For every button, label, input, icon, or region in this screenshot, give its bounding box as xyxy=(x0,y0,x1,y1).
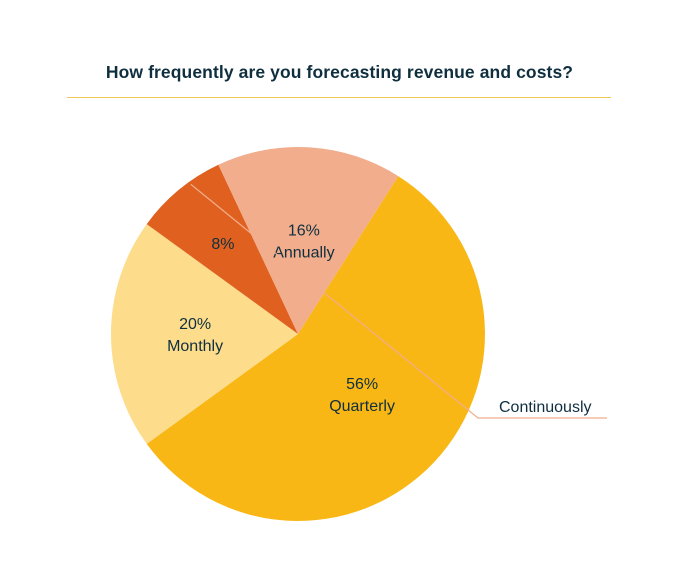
pie-label-continuously: 8% xyxy=(211,236,234,253)
pie-category-monthly: Monthly xyxy=(167,338,223,355)
title-divider xyxy=(67,97,611,98)
pie-label-annually: 16% Annually xyxy=(273,223,334,262)
callout-label-continuously: Continuously xyxy=(499,399,592,416)
chart-title: How frequently are you forecasting reven… xyxy=(105,62,574,82)
pie-slices xyxy=(110,147,485,521)
pie-slice-continuously xyxy=(146,164,298,334)
pie-value-annually: 16% xyxy=(288,223,320,240)
pie-value-continuously: 8% xyxy=(211,236,234,253)
pie-label-monthly: 20% Monthly xyxy=(167,316,223,355)
pie-label-quarterly: 56% Quarterly xyxy=(329,376,395,415)
pie-labels: 56% Quarterly 20% Monthly 8% 16% Annually xyxy=(167,223,395,416)
pie-category-quarterly: Quarterly xyxy=(329,398,395,415)
pie-value-quarterly: 56% xyxy=(346,376,378,393)
pie-slice-quarterly xyxy=(146,176,485,521)
pie-slice-annually xyxy=(218,147,399,334)
pie-callouts: Continuously xyxy=(190,183,607,419)
pie-category-annually: Annually xyxy=(273,245,334,262)
pie-slice-monthly xyxy=(110,224,298,444)
callout-line-continuously xyxy=(190,183,607,419)
pie-value-monthly: 20% xyxy=(179,316,211,333)
